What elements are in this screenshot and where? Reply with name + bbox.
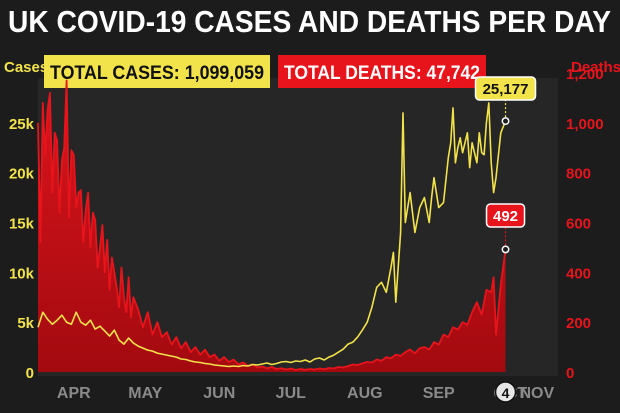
cases-series <box>37 102 507 368</box>
nov-day-circle <box>494 381 517 403</box>
nov-label: NOV <box>520 385 555 402</box>
cases-tick-label: 25k <box>9 116 35 133</box>
cases-end-label: 25,177 <box>483 81 529 98</box>
cases-axis-label: Cases <box>4 59 48 76</box>
month-label: JUN <box>203 385 235 402</box>
cases-line <box>37 102 507 368</box>
chart-title: UK COVID-19 CASES AND DEATHS PER DAY <box>8 5 611 39</box>
month-label: MAY <box>128 385 162 402</box>
cases-axis-ticks: 0 5k 10k 15k 20k 25k <box>9 116 35 382</box>
cases-tick-label: 0 <box>26 365 34 382</box>
cases-tick-label: 10k <box>9 265 35 282</box>
deaths-end-box <box>485 203 526 228</box>
total-cases-text: TOTAL CASES: 1,099,059 <box>50 63 264 84</box>
deaths-tick-label: 0 <box>566 365 574 382</box>
deaths-tick-label: 200 <box>566 315 591 332</box>
deaths-tick-label: 1,000 <box>566 116 604 133</box>
deaths-area <box>38 80 506 372</box>
deaths-tick-label: 400 <box>566 265 591 282</box>
total-cases-box: TOTAL CASES: 1,099,059 <box>44 55 270 88</box>
deaths-end-point <box>501 245 510 254</box>
deaths-end-label: 492 <box>493 208 518 225</box>
deaths-axis-ticks: 0 200 400 600 800 1,000 1,200 <box>566 66 604 382</box>
deaths-axis-label: Deaths <box>571 59 620 76</box>
month-label: SEP <box>423 385 455 402</box>
deaths-tick-label: 1,200 <box>566 66 604 83</box>
cases-tick-label: 15k <box>9 216 35 233</box>
deaths-line <box>37 79 507 371</box>
month-label: JUL <box>276 385 306 402</box>
month-label: APR <box>57 385 91 402</box>
total-deaths-box: TOTAL DEATHS: 47,742 <box>278 55 486 88</box>
deaths-tick-label: 600 <box>566 216 591 233</box>
x-axis-month-labels: APRMAYJUNJULAUGSEPOCT4NOV <box>57 381 555 403</box>
cases-end-point <box>501 117 510 126</box>
end-annotations: 25,177 492 <box>474 76 537 254</box>
deaths-tick-label: 800 <box>566 166 591 183</box>
nov-day-label: 4 <box>502 385 510 401</box>
cases-tick-label: 20k <box>9 166 35 183</box>
total-deaths-text: TOTAL DEATHS: 47,742 <box>284 63 480 84</box>
month-label: AUG <box>347 385 383 402</box>
cases-end-box <box>474 76 537 101</box>
cases-tick-label: 5k <box>17 315 34 332</box>
deaths-series <box>37 79 507 372</box>
